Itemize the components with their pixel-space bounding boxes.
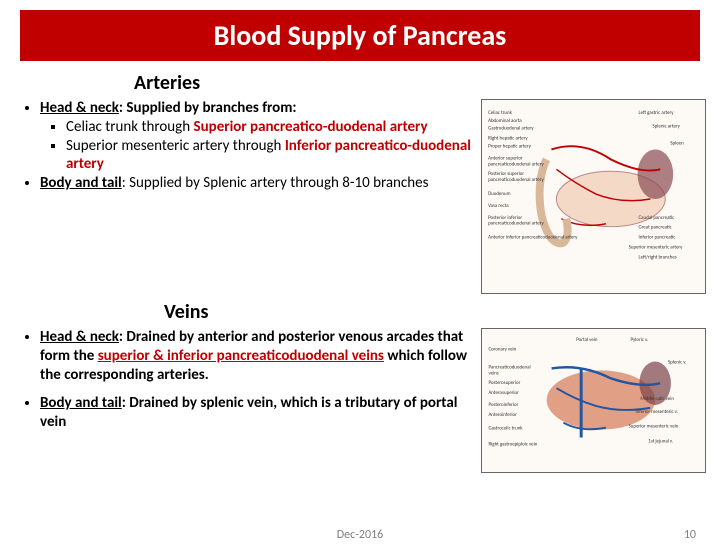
svg-text:Anterosuperior: Anterosuperior (488, 390, 519, 396)
veins-bullet-2: Body and tail: Drained by splenic vein, … (40, 394, 473, 432)
arteries-heading: Arteries (134, 71, 706, 95)
arteries-sub-2: Superior mesenteric artery through Infer… (66, 137, 473, 175)
slide-content: Arteries Head & neck: Supplied by branch… (0, 61, 720, 473)
sub1-plain: Celiac trunk through (66, 118, 194, 136)
arteries-section: Arteries Head & neck: Supplied by branch… (14, 71, 706, 294)
head-neck-suffix: : Supplied by branches from: (119, 99, 297, 117)
svg-text:Splenic artery: Splenic artery (652, 124, 680, 130)
svg-text:pancreaticoduodenal artery: pancreaticoduodenal artery (488, 177, 544, 183)
arteries-text: Head & neck: Supplied by branches from: … (14, 99, 473, 294)
svg-text:1st jejunal v.: 1st jejunal v. (648, 438, 673, 444)
svg-text:Right hepatic artery: Right hepatic artery (488, 136, 528, 142)
svg-text:Splenic v.: Splenic v. (668, 360, 686, 366)
svg-text:Duodenum: Duodenum (488, 191, 510, 197)
v-body-tail-label: Body and tail (40, 394, 122, 412)
svg-text:Posteroinferior: Posteroinferior (488, 402, 518, 408)
v-head-neck-red: superior & inferior pancreaticoduodenal … (98, 347, 384, 365)
sub2-plain: Superior mesenteric artery through (66, 137, 285, 155)
svg-text:veins: veins (488, 370, 498, 376)
arteries-bullet-2: Body and tail: Supplied by Splenic arter… (40, 174, 473, 193)
svg-text:pancreaticoduodenal artery: pancreaticoduodenal artery (488, 161, 544, 167)
arteries-sub-1: Celiac trunk through Superior pancreatic… (66, 118, 473, 137)
veins-text: Head & neck: Drained by anterior and pos… (14, 328, 473, 473)
svg-text:Posterosuperior: Posterosuperior (488, 380, 520, 386)
svg-text:Vasa recta: Vasa recta (488, 203, 509, 209)
svg-text:Anteroinferior: Anteroinferior (488, 412, 517, 418)
svg-text:Abdominal aorta: Abdominal aorta (488, 118, 522, 124)
svg-text:Spleen: Spleen (670, 141, 684, 147)
svg-text:Superior mesenteric artery: Superior mesenteric artery (629, 244, 684, 250)
arteries-diagram: Celiac trunk Abdominal aorta Gastroduode… (481, 99, 706, 294)
svg-text:Left/right branches: Left/right branches (639, 254, 677, 260)
veins-bullet-1: Head & neck: Drained by anterior and pos… (40, 328, 473, 384)
veins-section: Veins Head & neck: Drained by anterior a… (14, 300, 706, 473)
svg-text:Superior mesenteric vein: Superior mesenteric vein (629, 424, 679, 430)
svg-text:Celiac trunk: Celiac trunk (488, 110, 512, 116)
svg-text:Great pancreatic: Great pancreatic (639, 225, 672, 231)
svg-text:Inferior pancreatic: Inferior pancreatic (639, 235, 676, 241)
slide-title: Blood Supply of Pancreas (20, 10, 700, 61)
svg-text:Proper hepatic artery: Proper hepatic artery (488, 144, 531, 150)
svg-text:Coronary vein: Coronary vein (488, 347, 516, 353)
sub1-red: Superior pancreatico-duodenal artery (194, 118, 428, 136)
svg-text:Right gastroepiploic vein: Right gastroepiploic vein (488, 441, 537, 447)
head-neck-label: Head & neck (40, 99, 119, 117)
svg-text:Gastrocolic trunk: Gastrocolic trunk (488, 426, 523, 432)
veins-diagram: Portal vein Pyloric v. Coronary vein Spl… (481, 328, 706, 473)
body-tail-suffix: : Supplied by Splenic artery through 8-1… (122, 174, 429, 192)
svg-text:Portal vein: Portal vein (576, 337, 598, 343)
svg-text:Left gastric artery: Left gastric artery (639, 110, 675, 116)
v-head-neck-label: Head & neck (40, 328, 119, 346)
svg-text:Inferior mesenteric v.: Inferior mesenteric v. (635, 409, 677, 415)
svg-text:Pyloric v.: Pyloric v. (630, 337, 648, 343)
svg-text:Caudal pancreatic: Caudal pancreatic (639, 215, 675, 221)
svg-text:pancreaticoduodenal artery: pancreaticoduodenal artery (488, 221, 544, 227)
arteries-bullet-1: Head & neck: Supplied by branches from: … (40, 99, 473, 174)
svg-text:Gastroduodenal artery: Gastroduodenal artery (488, 126, 534, 132)
svg-text:Middle colic vein: Middle colic vein (640, 396, 674, 402)
svg-text:Anterior inferior pancreaticod: Anterior inferior pancreaticoduodenal ar… (488, 235, 578, 241)
veins-heading: Veins (164, 300, 706, 324)
body-tail-label: Body and tail (40, 174, 122, 192)
